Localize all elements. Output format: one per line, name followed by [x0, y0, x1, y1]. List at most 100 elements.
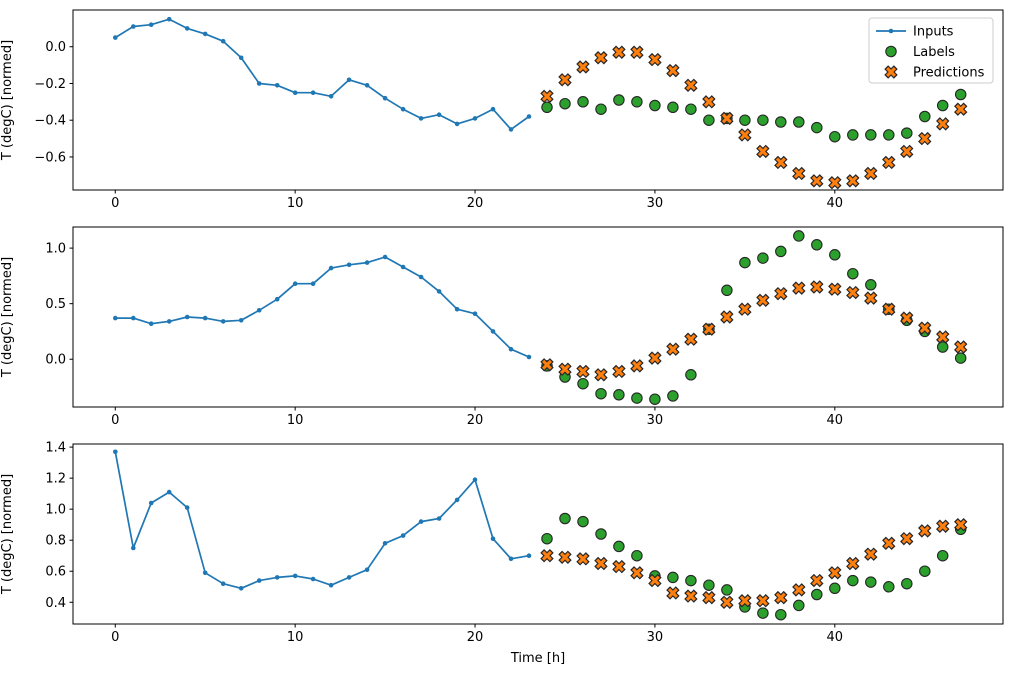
y-axis-label: T (degC) [normed] — [0, 257, 15, 378]
x-tick-label: 30 — [647, 413, 664, 428]
labels-point — [757, 252, 769, 264]
inputs-point — [220, 319, 226, 324]
predictions-point — [648, 351, 662, 365]
y-tick-label: −0.4 — [34, 114, 66, 129]
predictions-point — [864, 166, 878, 181]
predictions-point — [828, 175, 842, 190]
inputs-point — [364, 260, 370, 265]
inputs-point — [113, 449, 118, 455]
labels-point — [793, 599, 805, 612]
predictions-point — [540, 358, 554, 372]
inputs-point — [202, 315, 208, 321]
labels-point — [595, 528, 607, 540]
predictions-point — [702, 590, 716, 605]
inputs-point — [346, 262, 352, 268]
inputs-point — [454, 121, 460, 127]
predictions-point — [666, 586, 680, 600]
labels-point — [936, 341, 949, 353]
y-tick-label: 1.0 — [45, 242, 66, 257]
predictions-point — [792, 281, 806, 295]
predictions-point — [936, 519, 950, 533]
labels-point — [954, 88, 967, 101]
labels-point — [847, 267, 859, 280]
labels-point — [613, 94, 625, 106]
labels-point — [811, 121, 823, 134]
x-tick-label: 10 — [287, 413, 304, 428]
inputs-point — [184, 314, 190, 320]
predictions-point — [864, 547, 878, 561]
inputs-point — [346, 575, 352, 580]
inputs-point — [490, 329, 496, 334]
labels-point — [613, 389, 625, 401]
y-tick-label: 0.0 — [45, 353, 66, 368]
inputs-point — [328, 265, 334, 271]
inputs-point — [148, 22, 154, 28]
predictions-point — [576, 552, 590, 566]
predictions-point — [702, 322, 716, 336]
legend-label: Predictions — [913, 66, 985, 81]
inputs-point — [508, 127, 514, 132]
inputs-point — [328, 94, 334, 99]
x-tick-label: 10 — [287, 196, 304, 211]
inputs-line — [114, 451, 530, 590]
inputs-point — [131, 315, 136, 321]
inputs-point — [292, 281, 298, 287]
x-tick-label: 0 — [111, 630, 119, 645]
predictions-point — [900, 311, 914, 325]
predictions-point — [612, 364, 626, 379]
predictions-point — [756, 144, 770, 159]
predictions-point — [648, 573, 662, 588]
inputs-point — [113, 315, 118, 321]
predictions-point — [756, 594, 770, 608]
labels-point — [811, 588, 823, 601]
predictions-point — [702, 95, 716, 109]
predictions-point — [864, 291, 878, 305]
predictions-point — [576, 364, 590, 379]
inputs-point — [274, 83, 280, 88]
legend-label: Inputs — [913, 25, 954, 40]
labels-point — [631, 392, 643, 404]
predictions-point — [792, 583, 806, 597]
labels-point — [936, 549, 949, 562]
predictions-point — [666, 63, 680, 78]
inputs-point — [490, 536, 496, 541]
inputs-point — [256, 308, 262, 313]
labels-point — [847, 574, 859, 587]
x-tick-label: 20 — [467, 196, 484, 211]
inputs-point — [454, 497, 460, 503]
inputs-point — [436, 289, 442, 294]
predictions-point — [918, 131, 932, 146]
predictions-point — [846, 556, 860, 571]
predictions-point — [936, 117, 950, 131]
labels-point — [721, 284, 733, 297]
inputs-point — [364, 83, 370, 88]
inputs-point — [202, 31, 208, 37]
labels-point — [793, 230, 805, 242]
legend-labels-circle-icon — [885, 45, 897, 58]
predictions-point — [900, 531, 914, 546]
y-tick-label: 0.4 — [45, 596, 66, 611]
predictions-point — [612, 45, 626, 59]
y-axis-label: T (degC) [normed] — [0, 474, 15, 595]
x-tick-label: 0 — [111, 413, 119, 428]
inputs-point — [166, 489, 172, 495]
predictions-point — [738, 128, 752, 142]
inputs-point — [490, 106, 496, 112]
inputs-point — [418, 519, 424, 524]
labels-point — [829, 130, 841, 143]
subplot-1: 0.0 −0.2 −0.4 −0.6 0 10 20 30 40 T (degC) [normed… — [0, 9, 1004, 211]
predictions-point — [612, 559, 626, 574]
labels-point — [901, 577, 913, 590]
legend-inputs-dot-icon — [888, 28, 894, 34]
inputs-point — [418, 274, 424, 280]
predictions-point — [684, 589, 698, 603]
predictions-point — [720, 595, 734, 609]
x-tick-label: 40 — [827, 196, 844, 211]
x-tick-label: 0 — [111, 196, 119, 211]
legend-predictions-x-icon — [884, 65, 898, 79]
predictions-point — [774, 286, 788, 301]
inputs-point — [220, 581, 226, 586]
y-tick-label: 0.0 — [45, 40, 66, 55]
predictions-point — [576, 60, 590, 74]
predictions-point — [846, 174, 860, 188]
